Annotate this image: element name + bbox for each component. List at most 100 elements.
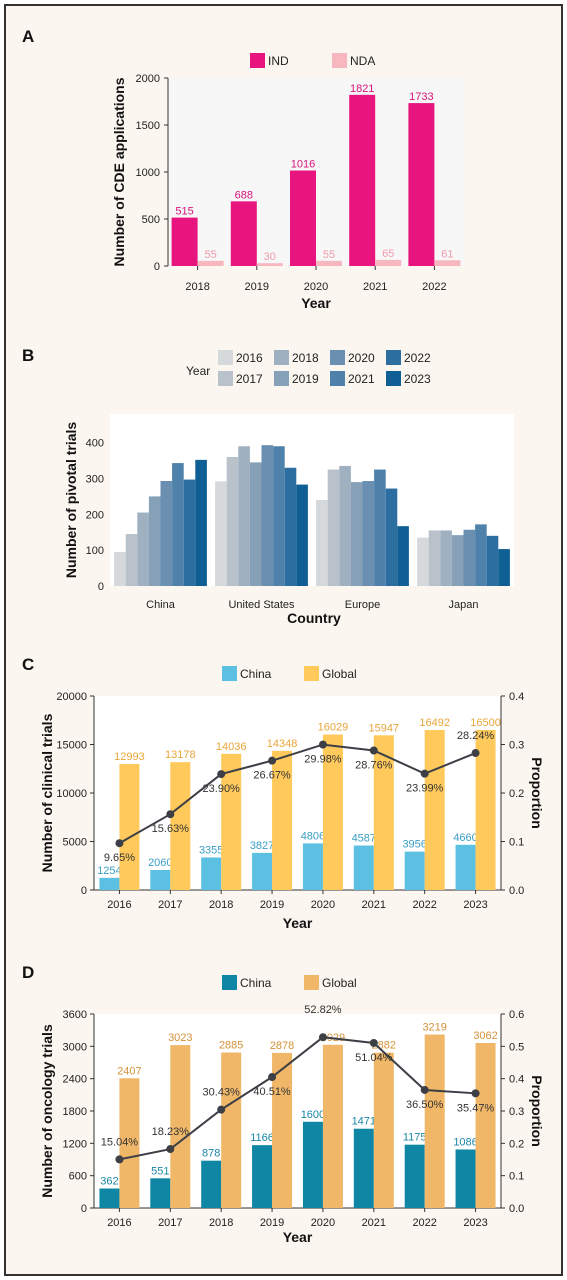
proportion-label: 36.50% bbox=[406, 1099, 444, 1111]
bar-china-2019 bbox=[148, 496, 161, 586]
x-tick-label: United States bbox=[228, 599, 295, 611]
y-tick-label: 500 bbox=[142, 214, 160, 226]
bar-value-label: 1175 bbox=[403, 1132, 427, 1144]
y-tick-label: 100 bbox=[86, 545, 104, 557]
x-tick-label: 2019 bbox=[245, 281, 269, 293]
y2-tick-label: 0.3 bbox=[509, 740, 524, 752]
proportion-label: 15.04% bbox=[101, 1136, 139, 1148]
bar-global-2019 bbox=[272, 1052, 293, 1208]
proportion-point bbox=[369, 1038, 378, 1047]
proportion-label: 40.51% bbox=[253, 1086, 291, 1098]
y-tick-label: 3000 bbox=[63, 1041, 87, 1053]
bar-ind-2020 bbox=[290, 170, 316, 266]
y-tick-label: 200 bbox=[86, 509, 104, 521]
bar-ind-2022 bbox=[408, 103, 435, 267]
proportion-point bbox=[166, 810, 175, 819]
y2-tick-label: 0.0 bbox=[509, 1203, 524, 1215]
x-tick-label: 2022 bbox=[412, 1217, 436, 1229]
bar-value-label: 14348 bbox=[267, 738, 298, 750]
bar-value-label: 1733 bbox=[409, 91, 433, 103]
proportion-label: 51.04% bbox=[355, 1052, 393, 1064]
y2-axis-title: Proportion bbox=[529, 757, 545, 829]
legend-swatch-2018 bbox=[274, 350, 289, 365]
x-tick-label: 2019 bbox=[260, 1217, 284, 1229]
bar-europe-2019 bbox=[350, 482, 363, 586]
proportion-label: 15.63% bbox=[152, 823, 190, 835]
bar-japan-2021 bbox=[475, 524, 487, 586]
legend-swatch-2017 bbox=[218, 371, 233, 386]
y-tick-label: 400 bbox=[86, 438, 104, 450]
bar-japan-2018 bbox=[440, 530, 452, 586]
y2-axis-title: Proportion bbox=[529, 1075, 545, 1147]
bar-japan-2017 bbox=[428, 530, 441, 586]
legend-swatch-2020 bbox=[330, 350, 345, 365]
bar-china-2021 bbox=[353, 1128, 374, 1208]
proportion-point bbox=[166, 1145, 175, 1154]
x-tick-label: 2018 bbox=[185, 281, 209, 293]
bar-value-label: 515 bbox=[175, 206, 193, 218]
bar-value-label: 3023 bbox=[168, 1032, 192, 1044]
proportion-point bbox=[420, 1085, 429, 1094]
proportion-label: 28.76% bbox=[355, 760, 393, 772]
proportion-label: 23.90% bbox=[203, 783, 241, 795]
proportion-label: 35.47% bbox=[457, 1102, 495, 1114]
legend-title: Year bbox=[186, 364, 210, 378]
x-tick-label: 2021 bbox=[362, 899, 386, 911]
y-axis-title: Number of pivotal trials bbox=[63, 422, 79, 579]
x-tick-label: Japan bbox=[449, 599, 479, 611]
bar-nda-2021 bbox=[375, 259, 402, 266]
x-tick-label: 2016 bbox=[107, 1217, 131, 1229]
bar-china-2018 bbox=[201, 1160, 222, 1208]
legend-swatch-2016 bbox=[218, 350, 233, 365]
bar-value-label: 1471 bbox=[352, 1116, 376, 1128]
y2-tick-label: 0.2 bbox=[509, 788, 524, 800]
y2-tick-label: 0.3 bbox=[509, 1106, 524, 1118]
bar-china-2016 bbox=[99, 1188, 120, 1208]
y-tick-label: 10000 bbox=[56, 788, 87, 800]
legend-label-ind: IND bbox=[268, 54, 289, 68]
bar-value-label: 55 bbox=[204, 249, 216, 261]
bar-value-label: 2407 bbox=[117, 1065, 141, 1077]
bar-value-label: 551 bbox=[151, 1165, 169, 1177]
proportion-point bbox=[115, 839, 124, 848]
x-tick-label: 2022 bbox=[412, 899, 436, 911]
bar-value-label: 55 bbox=[323, 249, 335, 261]
proportion-point bbox=[369, 746, 378, 755]
x-tick-label: 2022 bbox=[422, 281, 446, 293]
x-axis-title: Country bbox=[287, 610, 341, 626]
legend-label-china: China bbox=[240, 667, 272, 681]
bar-global-2020 bbox=[322, 734, 343, 890]
bar-global-2021 bbox=[373, 735, 394, 890]
legend-label-global: Global bbox=[322, 976, 357, 990]
y-tick-label: 20000 bbox=[56, 691, 87, 703]
bar-value-label: 1821 bbox=[350, 83, 374, 95]
bar-global-2023 bbox=[475, 1042, 496, 1208]
bar-japan-2022 bbox=[486, 535, 499, 586]
proportion-label: 30.43% bbox=[203, 1087, 241, 1099]
bar-europe-2018 bbox=[339, 465, 351, 586]
x-tick-label: 2023 bbox=[463, 899, 487, 911]
y-tick-label: 3600 bbox=[63, 1009, 87, 1021]
bar-europe-2020 bbox=[362, 481, 375, 586]
x-tick-label: 2021 bbox=[363, 281, 387, 293]
bar-china-2016 bbox=[114, 551, 126, 586]
proportion-point bbox=[217, 1105, 226, 1114]
bar-china-2017 bbox=[150, 1178, 171, 1208]
y2-tick-label: 0.4 bbox=[509, 691, 524, 703]
bar-value-label: 2060 bbox=[148, 857, 172, 869]
bar-china-2021 bbox=[353, 845, 374, 890]
y-tick-label: 300 bbox=[86, 474, 104, 486]
legend-label-2020: 2020 bbox=[348, 351, 375, 365]
bar-ind-2018 bbox=[171, 217, 198, 266]
y-tick-label: 2400 bbox=[63, 1074, 87, 1086]
bar-china-2019 bbox=[252, 1145, 273, 1208]
bar-united-states-2018 bbox=[238, 446, 250, 586]
bar-united-states-2016 bbox=[215, 481, 227, 586]
bar-value-label: 3062 bbox=[473, 1030, 497, 1042]
legend-swatch-2023 bbox=[386, 371, 401, 386]
x-tick-label: 2019 bbox=[260, 899, 284, 911]
bar-europe-2016 bbox=[316, 500, 328, 586]
legend-swatch-2022 bbox=[386, 350, 401, 365]
bar-ind-2019 bbox=[230, 201, 257, 266]
